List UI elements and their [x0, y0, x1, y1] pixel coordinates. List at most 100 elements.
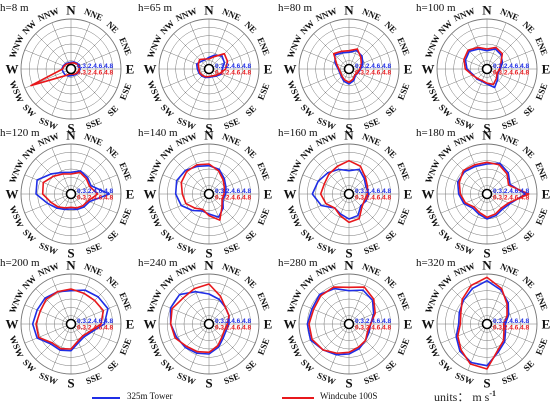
grid-spoke — [313, 33, 350, 70]
ring-scale-label: 0.3.2.4.6.4.8 — [355, 325, 392, 332]
grid-spoke — [486, 277, 507, 325]
direction-label: ESE — [396, 82, 412, 102]
grid-spoke — [208, 288, 245, 325]
grid-spoke — [486, 193, 507, 241]
grid-spoke — [302, 68, 350, 89]
direction-label: E — [264, 317, 273, 332]
grid-spoke — [208, 158, 245, 195]
ring-scale-label: 0.3.2.4.6.4.8 — [77, 70, 114, 77]
grid-spoke — [329, 193, 350, 241]
grid-spoke — [24, 323, 72, 344]
grid-spoke — [173, 33, 210, 70]
grid-spoke — [24, 304, 72, 325]
direction-label: SSW — [316, 370, 337, 387]
direction-label: NE — [383, 144, 399, 160]
direction-label: N — [344, 258, 354, 273]
legend-windcube-swatch — [282, 397, 314, 399]
grid-spoke — [467, 22, 488, 70]
grid-spoke — [189, 147, 210, 195]
direction-label: NNE — [361, 261, 382, 278]
units-text: units： m s — [434, 390, 490, 404]
ring-scale-label: 0.3.2.4.6.4.8 — [215, 70, 252, 77]
grid-spoke — [348, 158, 385, 195]
direction-label: W — [284, 187, 297, 202]
grid-spoke — [70, 193, 118, 214]
grid-spoke — [486, 288, 523, 325]
grid-spoke — [348, 49, 396, 70]
direction-label: ENE — [533, 36, 549, 57]
grid-spoke — [173, 158, 210, 195]
series-windcube — [308, 286, 376, 355]
series-windcube — [197, 52, 229, 78]
direction-label: E — [126, 317, 135, 332]
grid-spoke — [189, 277, 210, 325]
ring-scale-label: 0.3.2.4.6.4.8 — [355, 318, 392, 325]
direction-label: ENE — [117, 291, 133, 312]
direction-label: N — [482, 3, 492, 18]
grid-spoke — [486, 323, 534, 344]
series-windcube — [332, 48, 363, 84]
grid-spoke — [313, 323, 350, 360]
direction-label: SW — [159, 357, 176, 374]
panel-title: h=160 m — [278, 127, 318, 139]
direction-label: SE — [521, 358, 536, 373]
grid-spoke — [162, 68, 210, 89]
direction-label: SSW — [454, 240, 475, 257]
direction-label: SSE — [84, 371, 103, 386]
legend: 325m Tower Windcube 100S units： m s-1 — [0, 388, 550, 417]
direction-label: W — [144, 317, 157, 332]
direction-label: W — [6, 62, 19, 77]
direction-label: NNE — [221, 131, 242, 148]
ring-scale-label: 0.3.2.4.6.4.8 — [493, 188, 530, 195]
direction-label: SW — [21, 227, 38, 244]
center-marker — [203, 188, 215, 200]
grid-spoke — [70, 323, 107, 360]
direction-label: N — [204, 128, 214, 143]
direction-label: ENE — [255, 291, 271, 312]
panel-title: h=280 m — [278, 257, 318, 269]
radar-panel: 0.3.2.4.6.4.80.3.2.4.6.4.8N NNENEENEEESES… — [138, 257, 272, 390]
grid-spoke — [348, 323, 396, 344]
grid-spoke — [51, 22, 72, 70]
direction-label: E — [404, 187, 413, 202]
direction-label: NE — [105, 274, 121, 290]
series-tower — [311, 168, 370, 220]
direction-label: NNE — [83, 6, 104, 23]
series-windcube — [458, 161, 530, 219]
grid-spoke — [208, 49, 256, 70]
ring-scale-label: 0.3.2.4.6.4.8 — [215, 195, 252, 202]
grid-spoke — [51, 277, 72, 325]
ring-scale-label: 0.3.2.4.6.4.8 — [77, 188, 114, 195]
direction-label: SE — [383, 103, 398, 118]
direction-label: ESE — [534, 207, 550, 227]
series-windcube — [319, 159, 369, 224]
direction-label: W — [144, 62, 157, 77]
grid-spoke — [208, 323, 256, 344]
direction-label: ESE — [256, 82, 272, 102]
direction-label: ENE — [395, 291, 411, 312]
direction-label: SSW — [38, 240, 59, 257]
direction-label: NE — [243, 19, 259, 35]
direction-label: SE — [383, 228, 398, 243]
grid-spoke — [51, 323, 72, 371]
panel-title: h=8 m — [0, 2, 29, 14]
ring-scale-label: 0.3.2.4.6.4.8 — [355, 70, 392, 77]
series-windcube — [456, 276, 508, 370]
radar-panel: 0.3.2.4.6.4.80.3.2.4.6.4.8N NNENEENEEESES… — [278, 257, 412, 390]
radar-panel: 0.3.2.4.6.4.80.3.2.4.6.4.8N NNENEENEEESES… — [0, 127, 134, 261]
direction-label: NE — [383, 19, 399, 35]
direction-label: W — [6, 187, 19, 202]
grid-spoke — [70, 288, 107, 325]
legend-windcube-label: Windcube 100S — [320, 391, 378, 401]
grid-spoke — [208, 22, 229, 70]
ring-scale-label: 0.3.2.4.6.4.8 — [215, 325, 252, 332]
grid-spoke — [451, 288, 488, 325]
grid-spoke — [24, 174, 72, 195]
grid-spoke — [51, 68, 72, 116]
grid-spoke — [486, 158, 523, 195]
direction-label: E — [264, 187, 273, 202]
series-windcube — [463, 46, 504, 86]
grid-spoke — [208, 277, 229, 325]
direction-label: NE — [243, 144, 259, 160]
series-tower — [35, 170, 111, 211]
